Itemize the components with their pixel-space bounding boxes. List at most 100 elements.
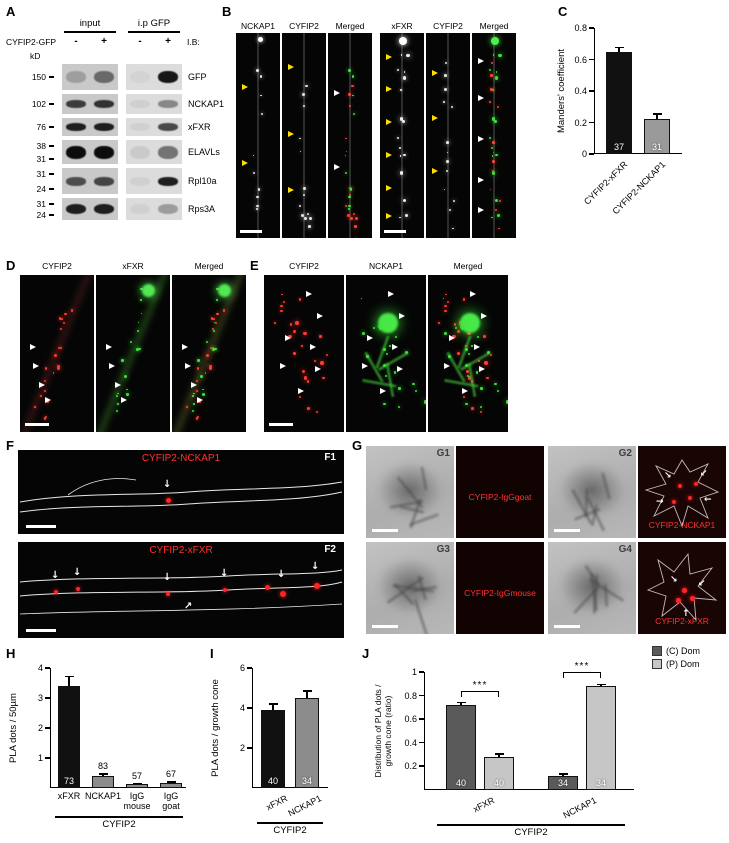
error-cap	[64, 675, 74, 677]
ip-gfp-group-label: i.p GFP	[137, 18, 171, 29]
arrow-icon: ↙	[700, 469, 708, 479]
punctum	[115, 394, 119, 398]
punctum	[136, 348, 139, 352]
lane-sign: -	[74, 36, 78, 47]
micrograph	[428, 275, 508, 432]
punctum	[494, 119, 498, 123]
filopodium	[414, 598, 429, 634]
growth-cone-blob	[460, 312, 480, 333]
punctum	[273, 321, 276, 324]
y-tick	[589, 58, 594, 60]
punctum	[491, 141, 495, 145]
punctum	[494, 76, 498, 80]
punctum	[216, 287, 219, 291]
pla-fluorescence-image: CYFIP2-IgGgoat	[456, 446, 544, 538]
x-category: IgG goat	[162, 791, 180, 811]
punctum	[304, 376, 308, 380]
pla-dot	[166, 498, 171, 503]
punctum	[491, 155, 494, 158]
punctum	[215, 321, 218, 324]
panel-g-label: G	[352, 438, 363, 453]
error-bar	[498, 753, 500, 757]
panel-d: D CYFIP2 xFXR Merged	[4, 258, 248, 436]
y-tick-label: 1	[37, 753, 43, 763]
arrow-icon: ↗	[184, 601, 193, 612]
blot-name: Rps3A	[188, 204, 216, 214]
punctum	[494, 208, 497, 212]
punctum	[195, 417, 199, 420]
punctum	[193, 392, 196, 395]
punctum	[400, 171, 404, 175]
error-cap	[558, 773, 568, 775]
punctum	[466, 375, 469, 377]
punctum	[492, 151, 495, 154]
punctum	[445, 141, 449, 145]
y-tick	[419, 718, 424, 720]
punctum	[59, 317, 63, 321]
y-tick	[45, 667, 50, 669]
phase-image: G3	[366, 542, 454, 634]
arrowhead-icon	[478, 57, 485, 64]
punctum	[299, 137, 301, 140]
error-cap	[302, 690, 312, 692]
neurite-outline	[19, 478, 343, 513]
arrow-icon: ↓	[277, 569, 286, 580]
arrowhead-icon	[109, 362, 116, 369]
punctum	[125, 388, 128, 391]
legend-label-p-domain: (P) Dom	[666, 659, 700, 669]
punctum	[471, 345, 473, 348]
punctum	[56, 366, 60, 370]
arrowhead-icon	[386, 86, 393, 93]
punctum	[492, 160, 496, 164]
punctum	[444, 332, 447, 335]
error-cap	[456, 701, 466, 703]
y-tick	[419, 765, 424, 767]
punctum	[140, 312, 143, 315]
y-tick-label: 0.4	[574, 86, 587, 96]
n-label: 40	[267, 776, 278, 786]
pla-dot	[280, 591, 286, 597]
arrow-icon: ↑	[682, 609, 690, 619]
punctum	[460, 325, 464, 329]
arrowhead-icon	[106, 344, 113, 351]
punctum	[495, 153, 498, 157]
punctum	[307, 407, 310, 411]
punctum	[123, 374, 128, 379]
panel-i-label: I	[210, 646, 214, 661]
arrowhead-icon	[334, 90, 341, 97]
x-category: CYFIP2-NCKAP1	[610, 159, 668, 217]
punctum	[405, 213, 409, 217]
punctum	[344, 172, 348, 175]
punctum	[443, 101, 446, 104]
arrowhead-icon	[121, 397, 128, 404]
mw-marker: 102	[31, 99, 46, 109]
punctum	[52, 372, 55, 375]
n-label: 34	[557, 778, 568, 788]
punctum	[302, 92, 306, 96]
punctum	[300, 213, 304, 217]
punctum	[259, 75, 263, 78]
legend-entry: (P) Dom	[652, 659, 700, 669]
punctum	[306, 212, 310, 216]
arrowhead-icon	[316, 312, 323, 319]
filopodium	[421, 466, 428, 491]
punctum	[298, 204, 302, 207]
pla-dot	[223, 588, 227, 592]
arrowhead-icon	[478, 176, 485, 183]
punctum	[402, 76, 406, 80]
arrowhead-icon	[197, 397, 204, 404]
error-bar	[102, 773, 104, 776]
arrowhead-icon	[386, 151, 393, 158]
plot-area: 0.2 0.4 0.6 0.8 1 40 40 *** xFXR 34 34 *** NCKAP1 CYF…	[404, 661, 634, 838]
error-cap	[614, 46, 624, 49]
punctum	[399, 37, 408, 46]
protein-band	[158, 100, 178, 108]
lane-sign: +	[101, 36, 107, 47]
punctum	[399, 216, 401, 219]
punctum	[366, 355, 370, 358]
blot-name: ELAVLs	[188, 147, 220, 157]
punctum	[492, 89, 494, 91]
punctum	[348, 92, 352, 96]
punctum	[44, 389, 46, 392]
input-group-label: input	[79, 18, 101, 29]
